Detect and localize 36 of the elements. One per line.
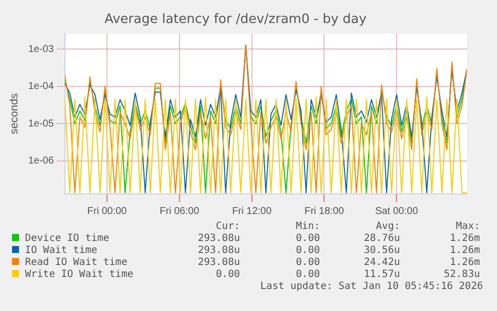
text: Max: — [454, 221, 480, 233]
legend-label: Write IO Wait time — [24, 269, 134, 281]
x-tick-label: Fri 00:00 — [87, 206, 128, 217]
text: 30.56u — [362, 245, 400, 257]
legend-label: Read IO Wait time — [24, 257, 128, 269]
text: 24.42u — [362, 257, 400, 269]
text: Cur: — [214, 221, 240, 233]
text: 293.08u — [196, 257, 240, 269]
text: Min: — [294, 221, 320, 233]
text: 0.00 — [294, 245, 320, 257]
text: 1.26m — [448, 245, 480, 257]
x-tick-label: Sat 00:00 — [375, 206, 418, 217]
x-tick-label: Fri 18:00 — [304, 206, 344, 217]
chart-title: Average latency for /dev/zram0 - by day — [104, 12, 367, 28]
text: 293.08u — [196, 245, 240, 257]
x-tick-label: Fri 06:00 — [160, 206, 200, 217]
y-axis-title: seconds — [8, 92, 21, 134]
text: 1.26m — [448, 233, 480, 245]
legend-label: Device IO time — [24, 233, 110, 245]
text: 52.83u — [442, 269, 480, 281]
text: 0.00 — [294, 257, 320, 269]
y-tick-label: 1e-04 — [28, 81, 54, 92]
text: Last update: Sat Jan 10 05:45:16 2026 — [260, 281, 483, 292]
legend-label: IO Wait time — [24, 245, 98, 257]
y-tick-label: 1e-06 — [28, 156, 54, 167]
x-tick-label: Fri 12:00 — [232, 206, 272, 217]
text: 11.57u — [362, 269, 400, 281]
text: 28.76u — [362, 233, 400, 245]
y-tick-label: 1e-03 — [28, 44, 54, 55]
text: 0.00 — [294, 233, 320, 245]
text: Avg: — [374, 221, 400, 233]
y-tick-label: 1e-05 — [28, 118, 54, 130]
text: 0.00 — [294, 269, 320, 281]
text: 1.26m — [448, 257, 480, 269]
text: 293.08u — [196, 233, 240, 245]
text: 0.00 — [214, 269, 240, 281]
